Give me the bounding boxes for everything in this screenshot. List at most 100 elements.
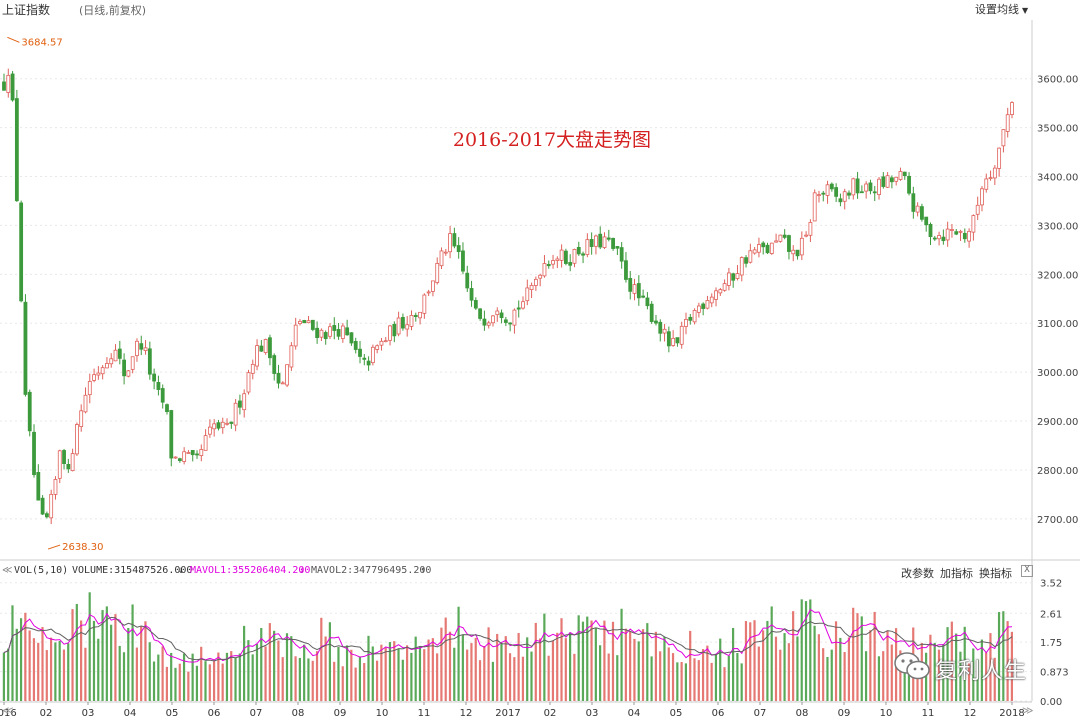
volume-bar [54, 642, 57, 701]
candle-body [418, 311, 422, 319]
volume-bar [607, 653, 610, 701]
volume-bar [637, 641, 640, 701]
candle-body [735, 273, 740, 279]
volume-bar [770, 606, 773, 701]
volume-bar [689, 630, 692, 701]
candle-body [392, 323, 397, 337]
price-tick-label: 3100.00 [1037, 319, 1078, 330]
low-marker-line [47, 544, 61, 550]
candle-body [70, 453, 75, 472]
x-tick-label: 12 [460, 708, 473, 719]
volume-bar [24, 612, 27, 701]
volume-bar [834, 621, 838, 701]
volume-bar [869, 630, 872, 701]
candle-body [126, 370, 131, 377]
candle-body [443, 251, 448, 254]
candle-body [388, 325, 392, 341]
ma-settings-button[interactable]: 设置均线 ▼ [975, 1, 1028, 17]
candle-body [950, 229, 954, 231]
volume-bar [448, 631, 452, 701]
volume-bar [877, 656, 881, 701]
candle-body [525, 287, 530, 302]
candle-body [675, 337, 680, 344]
candle-body [499, 312, 504, 319]
candle-body [319, 329, 324, 338]
candle-body [456, 245, 461, 253]
candle-body [795, 249, 800, 257]
candle-body [692, 310, 697, 323]
volume-bar [49, 637, 53, 701]
candle-body [654, 320, 658, 324]
volume-bar [581, 621, 585, 701]
volume-bar [165, 666, 168, 701]
volume-bar [573, 653, 576, 701]
volume-bar [641, 629, 645, 701]
x-tick-label: 03 [586, 708, 599, 719]
x-tick-label: 06 [712, 708, 725, 719]
candle-body [122, 359, 127, 377]
volume-bar [101, 610, 104, 701]
candle-body [855, 178, 860, 194]
candle-body [14, 98, 19, 202]
x-tick-label: 07 [754, 708, 767, 719]
candle-body [975, 204, 980, 215]
volume-bar [800, 599, 803, 701]
candle-body [465, 272, 470, 289]
candle-body [250, 363, 255, 374]
candle-body [156, 381, 161, 390]
x-tick-label: 06 [208, 708, 221, 719]
candle-body [1005, 114, 1010, 132]
volume-bar [504, 636, 507, 701]
volume-bar [320, 617, 323, 701]
scroll-left-icon[interactable]: ≪ [2, 704, 14, 717]
volume-bar [80, 620, 83, 701]
volume-bar [693, 658, 696, 701]
scroll-right-icon[interactable]: ≫ [1022, 704, 1034, 717]
candle-body [538, 274, 543, 279]
collapse-icon[interactable]: ≪ [2, 565, 13, 576]
candle-body [907, 175, 911, 194]
candle-body [323, 332, 328, 340]
candle-body [932, 237, 937, 240]
volume-bar [178, 663, 181, 701]
candle-body [868, 182, 873, 192]
volume-bar [629, 631, 632, 701]
mavol1-line [3, 608, 1013, 663]
close-panel-button[interactable]: X [1021, 565, 1033, 577]
edit-params-button[interactable]: 改参数 [901, 567, 934, 580]
candle-body [328, 326, 332, 337]
candle-body [791, 249, 796, 255]
candle-body [49, 493, 54, 519]
volume-bar [174, 667, 177, 701]
switch-indicator-button[interactable]: 换指标 [979, 567, 1012, 580]
volume-bar [671, 653, 675, 701]
volume-bar [457, 606, 460, 701]
candle-body [877, 178, 881, 196]
candle-body [628, 278, 633, 292]
candle-body [898, 171, 903, 180]
volume-bar [157, 654, 160, 701]
candle-body [75, 424, 79, 455]
volume-bar [719, 638, 722, 701]
candle-body [658, 321, 663, 334]
volume-bar [337, 646, 340, 701]
volume-bar [530, 651, 533, 701]
candle-body [838, 198, 843, 203]
candle-body [19, 202, 24, 302]
candle-body [872, 191, 877, 194]
candle-body [203, 435, 208, 451]
candle-body [212, 423, 217, 430]
candle-body [761, 242, 766, 248]
candle-body [199, 449, 204, 457]
volume-bar [268, 623, 271, 701]
volume-bar [453, 647, 456, 701]
volume-bar [852, 607, 855, 701]
volume-bar [230, 651, 233, 701]
volume-bar [67, 643, 70, 701]
volume-bar [466, 649, 469, 701]
candle-body [495, 310, 500, 316]
price-tick-label: 3000.00 [1037, 368, 1078, 379]
add-indicator-button[interactable]: 加指标 [940, 567, 973, 580]
wechat-icon [894, 652, 930, 680]
